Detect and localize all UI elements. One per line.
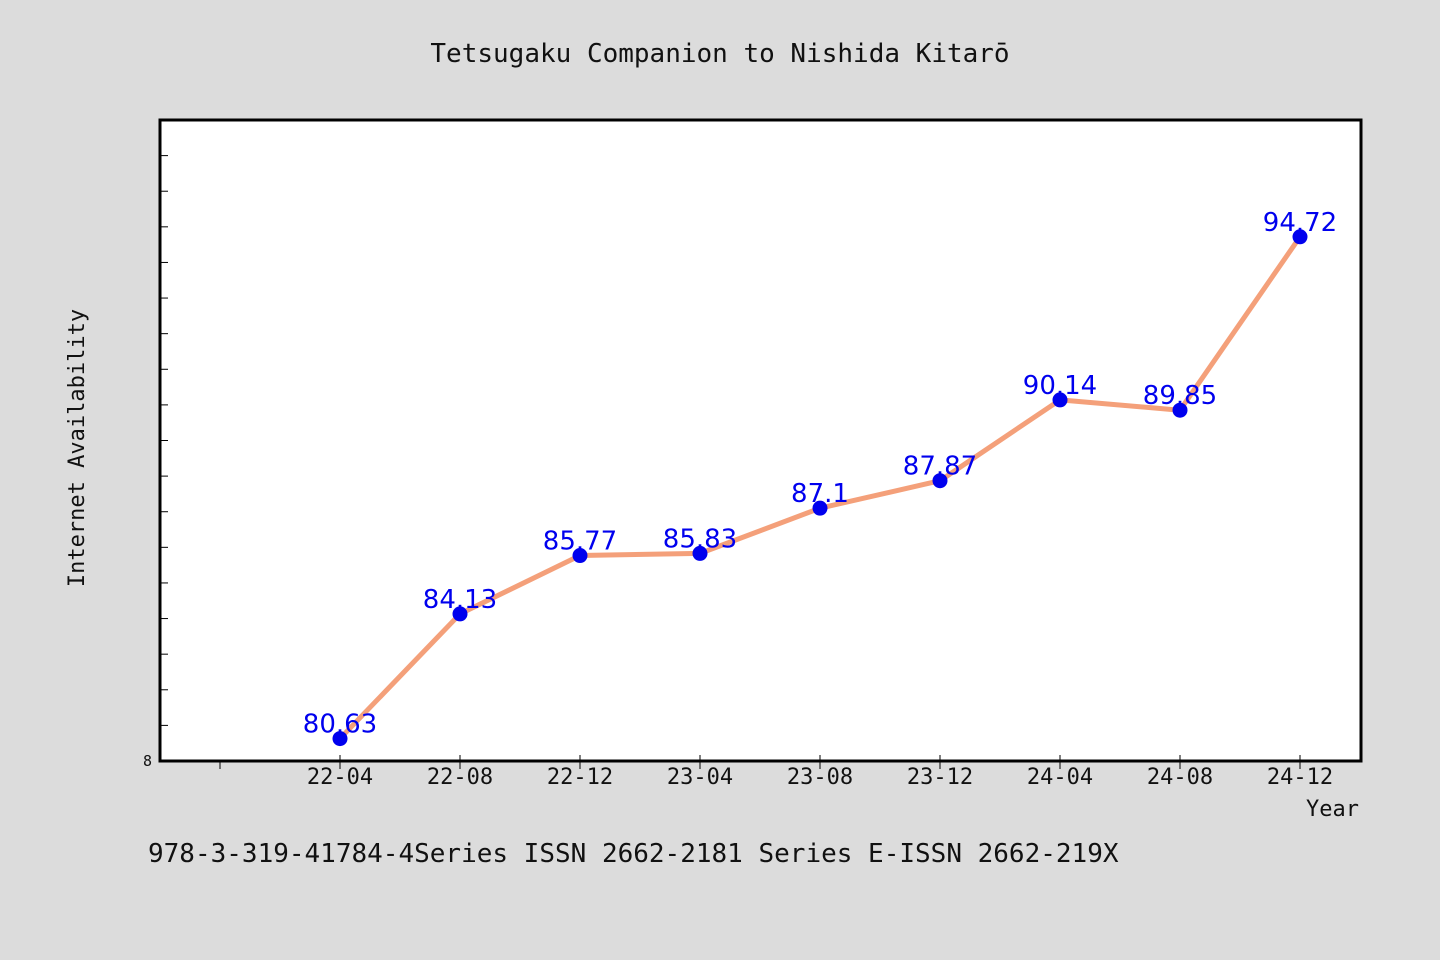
x-axis-ticks [219, 755, 1301, 769]
x-tick-label: 23-04 [667, 765, 733, 790]
y-axis-ticks [160, 155, 168, 726]
x-tick-label: 23-08 [787, 765, 853, 790]
x-tick-label: 24-12 [1267, 765, 1333, 790]
data-point [452, 606, 468, 622]
data-label: 87.1 [791, 479, 849, 509]
x-axis-title: Year [1306, 797, 1359, 822]
y-axis-tick-label: 8 [143, 752, 152, 770]
plot-area [158, 118, 1363, 763]
x-tick-label: 22-12 [547, 765, 613, 790]
data-label: 85.77 [543, 527, 617, 557]
data-label: 85.83 [663, 524, 737, 554]
data-point [1052, 392, 1068, 408]
data-point [932, 473, 948, 489]
data-label: 87.87 [903, 452, 977, 482]
y-axis-title: Internet Availability [65, 309, 90, 587]
x-tick-label: 24-08 [1147, 765, 1213, 790]
chart-title: Tetsugaku Companion to Nishida Kitarō [430, 39, 1009, 69]
data-label: 89.85 [1143, 381, 1217, 411]
series-markers [332, 229, 1308, 747]
data-point [1292, 229, 1308, 245]
footer-text: 978-3-319-41784-4Series ISSN 2662-2181 S… [148, 839, 1119, 869]
data-label: 90.14 [1023, 371, 1097, 401]
data-point [332, 731, 348, 747]
x-axis-tick-labels: 22-04 22-08 22-12 23-04 23-08 23-12 24-04 24-08… [307, 765, 1333, 790]
data-point [1172, 402, 1188, 418]
data-point [692, 545, 708, 561]
data-point [812, 500, 828, 516]
data-labels: 80.63 84.13 85.77 85.83 87.1 87.87 90.14 89.85 9… [303, 208, 1337, 740]
data-label: 94.72 [1263, 208, 1337, 238]
x-tick-label: 23-12 [907, 765, 973, 790]
x-tick-label: 24-04 [1027, 765, 1093, 790]
x-tick-label: 22-08 [427, 765, 493, 790]
x-tick-label: 22-04 [307, 765, 373, 790]
data-point [572, 548, 588, 564]
data-label: 80.63 [303, 710, 377, 740]
data-label: 84.13 [423, 585, 497, 615]
